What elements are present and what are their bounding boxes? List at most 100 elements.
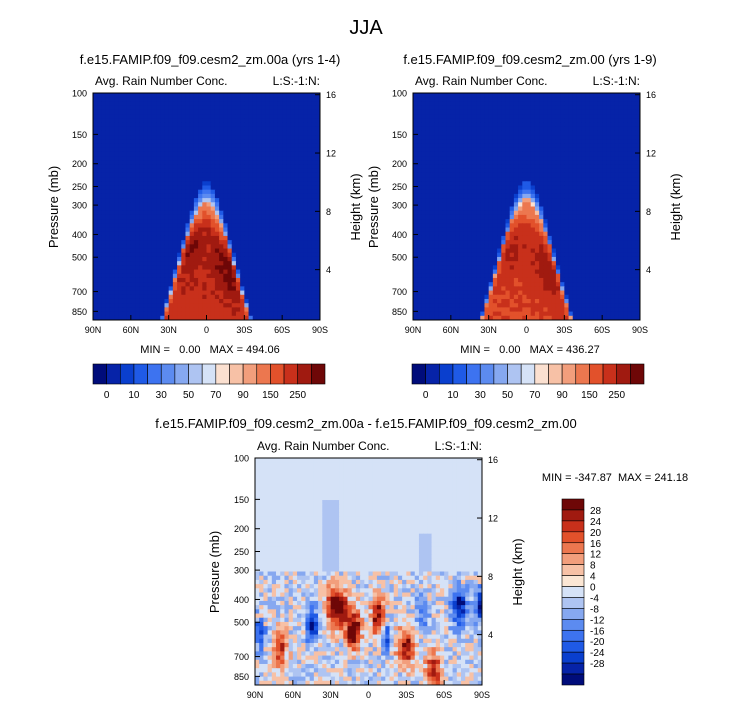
contour-cell [277, 185, 283, 191]
contour-cell [122, 282, 128, 287]
contour-cell [105, 311, 111, 317]
y-tick-label: 700 [72, 287, 87, 297]
contour-cell [505, 122, 511, 128]
contour-cell [185, 198, 191, 203]
contour-cell [298, 244, 304, 250]
contour-cell [492, 130, 498, 136]
contour-cell [219, 189, 224, 195]
contour-cell [307, 227, 313, 233]
contour-cell [109, 206, 115, 212]
contour-cell [130, 227, 136, 233]
contour-cell [530, 156, 536, 161]
contour-cell [618, 185, 624, 191]
contour-cell [210, 307, 216, 313]
contour-cell [446, 210, 452, 216]
contour-cell [97, 172, 102, 178]
contour-cell [265, 223, 271, 229]
contour-cell [534, 181, 540, 187]
contour-cell [189, 261, 195, 266]
contour-cell [484, 143, 490, 149]
contour-cell [126, 181, 132, 187]
contour-cell [261, 101, 266, 107]
contour-cell [589, 93, 595, 98]
contour-cell [227, 143, 233, 149]
contour-cell [488, 118, 494, 124]
contour-cell [202, 277, 208, 283]
contour-cell [126, 231, 132, 237]
contour-cell [581, 130, 586, 136]
contour-cell [210, 248, 216, 254]
contour-cell [151, 210, 157, 216]
contour-cell [206, 248, 212, 254]
contour-cell [177, 298, 182, 304]
contour-cell [501, 177, 507, 182]
contour-cell [555, 156, 561, 161]
contour-cell [425, 181, 431, 187]
contour-cell [547, 214, 553, 220]
contour-cell [282, 282, 287, 287]
contour-cell [463, 118, 469, 124]
contour-cell [576, 235, 582, 241]
contour-cell [560, 151, 565, 157]
contour-cell [471, 189, 477, 195]
contour-cell [282, 193, 287, 199]
contour-cell [505, 143, 511, 149]
contour-cell [623, 160, 628, 166]
contour-cell [476, 139, 481, 145]
contour-cell [434, 210, 439, 216]
contour-cell [202, 101, 208, 107]
contour-cell [244, 294, 250, 300]
contour-cell [105, 160, 111, 166]
contour-cell [206, 189, 212, 195]
contour-cell [185, 118, 191, 124]
contour-cell [303, 172, 308, 178]
contour-cell [277, 97, 283, 102]
contour-cell [261, 282, 266, 287]
contour-cell [172, 210, 178, 216]
contour-cell [560, 240, 565, 245]
contour-cell [240, 114, 245, 119]
contour-cell [248, 273, 254, 279]
contour-cell [438, 139, 444, 145]
contour-cell [446, 177, 452, 182]
contour-cell [202, 198, 208, 203]
contour-cell [109, 269, 115, 275]
contour-cell [97, 101, 102, 107]
contour-cell [273, 151, 279, 157]
contour-cell [413, 97, 418, 102]
contour-cell [151, 135, 157, 140]
contour-cell [518, 114, 523, 119]
contour-cell [539, 101, 544, 107]
contour-cell [471, 139, 477, 145]
contour-cell [488, 126, 494, 132]
contour-cell [248, 181, 254, 187]
contour-cell [97, 277, 102, 283]
contour-cell [214, 126, 220, 132]
contour-cell [568, 198, 574, 203]
contour-cell [618, 160, 624, 166]
contour-cell [568, 168, 574, 174]
contour-cell [269, 143, 275, 149]
contour-cell [539, 210, 544, 216]
contour-cell [240, 282, 245, 287]
contour-cell [627, 240, 633, 245]
contour-cell [455, 130, 460, 136]
contour-cell [206, 311, 212, 317]
contour-cell [290, 252, 296, 258]
contour-cell [618, 109, 624, 115]
contour-cell [581, 227, 586, 233]
contour-cell [298, 315, 304, 320]
contour-cell [93, 143, 98, 149]
contour-cell [265, 101, 271, 107]
contour-cell [623, 210, 628, 216]
contour-cell [307, 181, 313, 187]
contour-cell [480, 193, 486, 199]
contour-cell [585, 168, 591, 174]
contour-cell [564, 214, 570, 220]
contour-cell [252, 147, 258, 153]
contour-cell [185, 172, 191, 178]
contour-cell [210, 164, 216, 170]
contour-cell [193, 105, 199, 111]
contour-cell [442, 122, 448, 128]
contour-cell [294, 139, 300, 145]
